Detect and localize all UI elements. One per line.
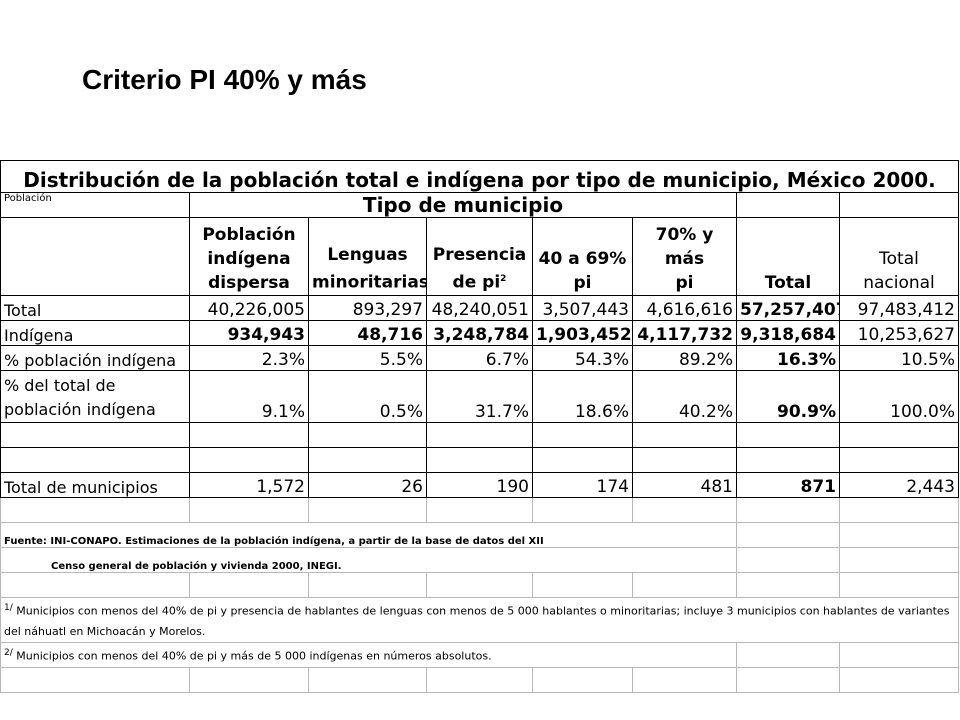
group-header-row: Población Tipo de municipio	[0, 192, 959, 218]
data-cell: 18.6%	[532, 370, 633, 423]
column-header-line: dispersa	[208, 273, 290, 293]
column-header-total: Total	[736, 217, 840, 296]
data-cell: 54.3%	[532, 345, 633, 371]
data-cell: 0.5%	[308, 370, 427, 423]
footnote-text: Municipios con menos del 40% de pi y más…	[16, 649, 492, 663]
empty-cell	[0, 217, 190, 296]
column-header-total-nacional: Total nacional	[839, 217, 959, 296]
data-cell: 2.3%	[189, 345, 309, 371]
data-cell: 16.3%	[736, 345, 840, 371]
row-label: Total	[0, 295, 190, 321]
footnote-row: 2/ Municipios con menos del 40% de pi y …	[0, 641, 959, 668]
footnote-marker: 1/	[4, 603, 13, 613]
data-cell: 9,318,684	[736, 320, 840, 346]
column-header-line: Presencia	[432, 245, 527, 266]
data-cell: 48,716	[308, 320, 427, 346]
data-cell: 893,297	[308, 295, 427, 321]
data-cell: 6.7%	[426, 345, 533, 371]
data-cell: 4,616,616	[632, 295, 737, 321]
source-note: Fuente: INI-CONAPO. Estimaciones de la p…	[0, 522, 737, 548]
data-cell: 481	[632, 472, 737, 498]
data-cell: 1,903,452	[532, 320, 633, 346]
data-cell: 31.7%	[426, 370, 533, 423]
data-cell: 5.5%	[308, 345, 427, 371]
footnote-1: 1/ Municipios con menos del 40% de pi y …	[0, 597, 959, 643]
data-cell: 10,253,627	[839, 320, 959, 346]
footnote-row: 1/ Municipios con menos del 40% de pi y …	[0, 597, 959, 643]
column-header-line: Total	[764, 273, 812, 293]
column-header-line: de pi2	[430, 267, 529, 294]
row-header-cell: Población	[0, 192, 190, 218]
data-cell: 174	[532, 472, 633, 498]
column-header-line: 70% y más	[655, 225, 714, 269]
empty-row	[0, 666, 959, 693]
row-label-line: población indígena	[4, 400, 156, 419]
empty-cell	[736, 192, 840, 218]
data-cell: 2,443	[839, 472, 959, 498]
data-cell: 40,226,005	[189, 295, 309, 321]
table-row: Total de municipios 1,572 26 190 174 481…	[0, 472, 959, 498]
empty-row	[0, 572, 959, 598]
footnote-marker: 2	[500, 274, 507, 285]
row-label: % población indígena	[0, 345, 190, 371]
data-cell: 57,257,407	[736, 295, 840, 321]
column-header-text: de pi	[452, 273, 501, 293]
spreadsheet-table: Distribución de la población total e ind…	[0, 160, 959, 693]
data-cell: 40.2%	[632, 370, 737, 423]
empty-row	[0, 422, 959, 448]
table-row: Indígena 934,943 48,716 3,248,784 1,903,…	[0, 320, 959, 346]
column-header-70-mas: 70% y más pi	[632, 217, 737, 296]
column-header-40-69: 40 a 69% pi	[532, 217, 633, 296]
table-row: Total 40,226,005 893,297 48,240,051 3,50…	[0, 295, 959, 321]
table-title: Distribución de la población total e ind…	[0, 160, 959, 193]
empty-row	[0, 447, 959, 473]
source-row: Censo general de población y vivienda 20…	[0, 547, 959, 573]
row-label-line: % del total de	[4, 376, 116, 395]
footnote-text: Municipios con menos del 40% de pi y pre…	[4, 604, 950, 638]
table-row: % población indígena 2.3% 5.5% 6.7% 54.3…	[0, 345, 959, 371]
data-cell: 89.2%	[632, 345, 737, 371]
table-title-row: Distribución de la población total e ind…	[0, 160, 959, 193]
source-note-continued: Censo general de población y vivienda 20…	[0, 547, 737, 573]
row-label: Indígena	[0, 320, 190, 346]
column-header-line: minoritarias1	[312, 267, 426, 294]
data-cell: 190	[426, 472, 533, 498]
column-header-lenguas: Lenguas minoritarias1	[308, 217, 427, 296]
slide-title: Criterio PI 40% y más	[82, 64, 367, 95]
column-header-text: minoritarias	[312, 273, 427, 293]
column-header-line: Lenguas	[327, 245, 408, 266]
data-cell: 4,117,732	[632, 320, 737, 346]
data-cell: 10.5%	[839, 345, 959, 371]
data-cell: 871	[736, 472, 840, 498]
data-cell: 48,240,051	[426, 295, 533, 321]
table-row: % del total de población indígena 9.1% 0…	[0, 370, 959, 423]
data-cell: 9.1%	[189, 370, 309, 423]
empty-row	[0, 497, 959, 523]
column-header-line: pi	[573, 273, 592, 293]
column-header-dispersa: Población indígena dispersa	[189, 217, 309, 296]
column-header-presencia: Presencia de pi2	[426, 217, 533, 296]
column-header-line: indígena	[207, 249, 291, 269]
source-row: Fuente: INI-CONAPO. Estimaciones de la p…	[0, 522, 959, 548]
data-cell: 100.0%	[839, 370, 959, 423]
data-cell: 26	[308, 472, 427, 498]
footnote-marker: 2/	[4, 648, 13, 658]
data-cell: 934,943	[189, 320, 309, 346]
data-cell: 1,572	[189, 472, 309, 498]
empty-cell	[839, 192, 959, 218]
row-label: Total de municipios	[0, 472, 190, 498]
footnote-2: 2/ Municipios con menos del 40% de pi y …	[0, 641, 737, 668]
column-header-line: 40 a 69%	[538, 249, 627, 269]
data-cell: 90.9%	[736, 370, 840, 423]
row-label: % del total de población indígena	[0, 370, 190, 423]
column-header-line: pi	[675, 273, 694, 293]
data-cell: 3,507,443	[532, 295, 633, 321]
group-header-cell: Tipo de municipio	[189, 192, 737, 218]
column-header-line: Total nacional	[863, 249, 935, 293]
column-header-line: Población	[202, 225, 296, 245]
data-cell: 97,483,412	[839, 295, 959, 321]
data-cell: 3,248,784	[426, 320, 533, 346]
column-header-row: Población indígena dispersa Lenguas mino…	[0, 217, 959, 296]
